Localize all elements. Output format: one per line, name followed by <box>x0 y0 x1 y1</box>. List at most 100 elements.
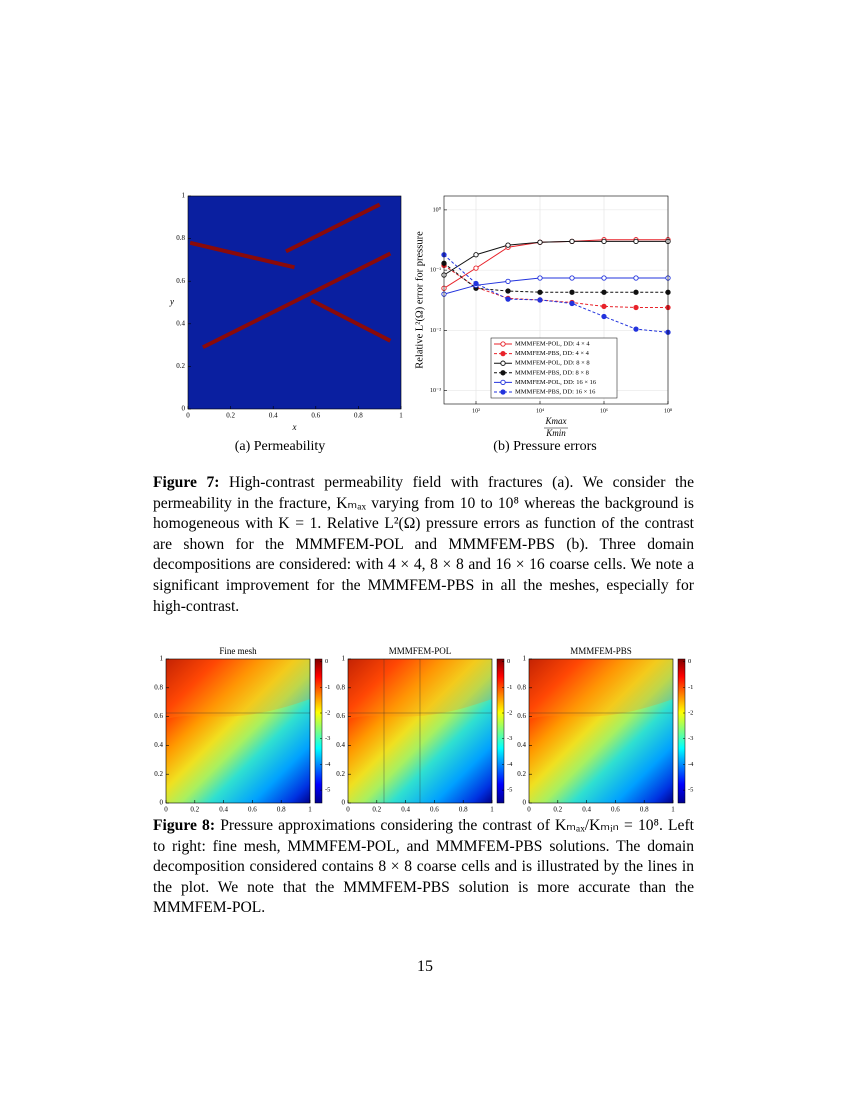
y-tick-label: 0.2 <box>517 770 526 778</box>
series-line <box>443 254 669 333</box>
data-point <box>633 304 639 311</box>
x-tick-label: 0 <box>164 806 168 814</box>
data-point <box>601 238 607 245</box>
y-axis-label: y <box>169 297 174 307</box>
y-tick-label: 0.6 <box>154 712 163 720</box>
x-tick-label: 0.2 <box>553 806 562 814</box>
y-tick-label: 0.8 <box>336 683 345 691</box>
y-tick-label: 0.8 <box>176 234 185 242</box>
field-shading <box>529 659 673 719</box>
data-point <box>537 239 543 245</box>
x-axis-label: x <box>292 422 297 432</box>
legend-label: MMMFEM-PBS, DD: 4 × 4 <box>515 350 590 357</box>
colorbar-tick-label: -5 <box>507 787 512 794</box>
colorbar-tick-label: -4 <box>507 761 513 768</box>
x-tick-label: 1 <box>308 806 312 814</box>
colorbar-tick-label: -1 <box>688 684 693 691</box>
y-tick-label: 10⁻² <box>430 328 441 334</box>
legend-label: MMMFEM-PBS, DD: 16 × 16 <box>515 388 596 395</box>
subcaption: (b) Pressure errors <box>493 439 596 454</box>
x-tick-label: 0.8 <box>459 806 468 814</box>
y-tick-label: 10⁻³ <box>430 388 441 394</box>
colorbar-tick-label: -3 <box>507 735 512 742</box>
data-point <box>505 242 511 248</box>
x-tick-label: 0.6 <box>311 412 320 420</box>
y-tick-label: 0.4 <box>154 741 163 749</box>
y-tick-label: 0.4 <box>517 741 526 749</box>
legend-label: MMMFEM-POL, DD: 8 × 8 <box>515 360 590 367</box>
legend-marker <box>500 379 506 386</box>
panel-title: Fine mesh <box>219 646 257 656</box>
fracture <box>310 298 392 343</box>
y-tick-label: 0.8 <box>154 683 163 691</box>
y-tick-label: 10⁰ <box>433 206 442 213</box>
x-tick-label: 10⁶ <box>600 408 608 414</box>
y-tick-label: 0.6 <box>517 712 526 720</box>
colorbar-tick-label: -3 <box>688 735 693 742</box>
colorbar <box>314 658 323 804</box>
data-point <box>569 275 575 281</box>
data-point <box>505 278 511 285</box>
y-tick-label: 0.6 <box>176 277 185 285</box>
colorbar-tick-label: 0 <box>325 658 328 665</box>
figure-caption: Figure 7: High-contrast permeability fie… <box>153 473 694 617</box>
colorbar-tick-label: -3 <box>325 735 330 742</box>
x-tick-label: 0.4 <box>582 806 591 814</box>
colorbar-tick-label: 0 <box>507 658 510 665</box>
data-point <box>569 238 575 245</box>
colorbar-tick-label: -5 <box>325 787 330 794</box>
series-line <box>443 240 668 276</box>
x-tick-label: 0.6 <box>248 806 257 814</box>
data-point <box>537 275 543 281</box>
x-axis-label: Kmin <box>545 428 566 438</box>
data-point <box>569 289 575 295</box>
panel-title: MMMFEM-PBS <box>570 646 632 656</box>
y-tick-label: 1 <box>160 655 164 663</box>
legend-label: MMMFEM-POL, DD: 16 × 16 <box>515 379 597 386</box>
y-tick-label: 1 <box>342 655 346 663</box>
y-tick-label: 0 <box>160 799 164 807</box>
data-point <box>601 303 607 310</box>
caption-text: High-contrast permeability field with fr… <box>153 474 694 615</box>
axes-frame <box>347 658 493 804</box>
panel-title: MMMFEM-POL <box>389 646 452 656</box>
y-tick-label: 0.2 <box>336 770 345 778</box>
colorbar-tick-label: 0 <box>688 658 691 665</box>
x-tick-label: 0.4 <box>269 412 278 420</box>
pressure-field <box>166 659 310 803</box>
x-tick-label: 0 <box>186 412 190 420</box>
axes-frame <box>443 195 669 405</box>
fracture <box>285 202 381 254</box>
legend-marker <box>500 389 506 395</box>
x-tick-label: 1 <box>671 806 675 814</box>
x-tick-label: 0.8 <box>277 806 286 814</box>
data-point <box>601 313 607 320</box>
axes-frame <box>187 195 402 410</box>
y-tick-label: 1 <box>523 655 527 663</box>
legend-marker <box>500 350 506 357</box>
colorbar <box>677 658 686 804</box>
colorbar <box>496 658 505 804</box>
series-line <box>443 262 668 293</box>
legend-label: MMMFEM-POL, DD: 4 × 4 <box>515 340 590 347</box>
x-tick-label: 1 <box>399 412 403 420</box>
data-point <box>473 265 479 271</box>
data-point <box>633 238 639 245</box>
x-tick-label: 10² <box>472 408 480 414</box>
x-tick-label: 0.6 <box>611 806 620 814</box>
legend-marker <box>500 360 506 366</box>
data-point <box>473 252 479 258</box>
y-tick-label: 0 <box>342 799 346 807</box>
fracture <box>202 251 392 350</box>
x-tick-label: 10⁸ <box>664 408 672 414</box>
colorbar-tick-label: -5 <box>688 787 693 794</box>
x-tick-label: 0.4 <box>219 806 228 814</box>
x-tick-label: 1 <box>490 806 494 814</box>
colorbar-tick-label: -2 <box>325 709 330 716</box>
legend-marker <box>500 370 506 376</box>
caption-label: Figure 8: <box>153 817 216 834</box>
colorbar-tick-label: -4 <box>325 761 331 768</box>
y-axis-label: Relative L²(Ω) error for pressure <box>414 231 425 369</box>
x-tick-label: 0.8 <box>640 806 649 814</box>
